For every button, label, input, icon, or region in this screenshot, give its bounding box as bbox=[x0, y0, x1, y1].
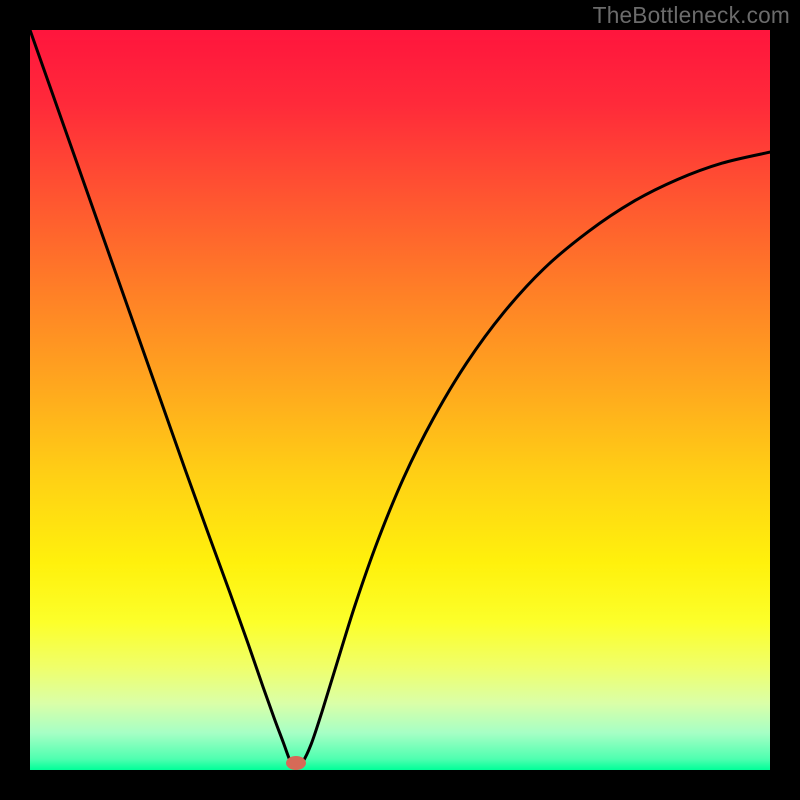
plot-area bbox=[30, 30, 770, 770]
chart-stage: TheBottleneck.com bbox=[0, 0, 800, 800]
optimal-point-marker bbox=[286, 756, 306, 770]
watermark-text: TheBottleneck.com bbox=[593, 2, 790, 29]
bottleneck-curve bbox=[30, 30, 770, 770]
curve-path bbox=[30, 30, 770, 767]
